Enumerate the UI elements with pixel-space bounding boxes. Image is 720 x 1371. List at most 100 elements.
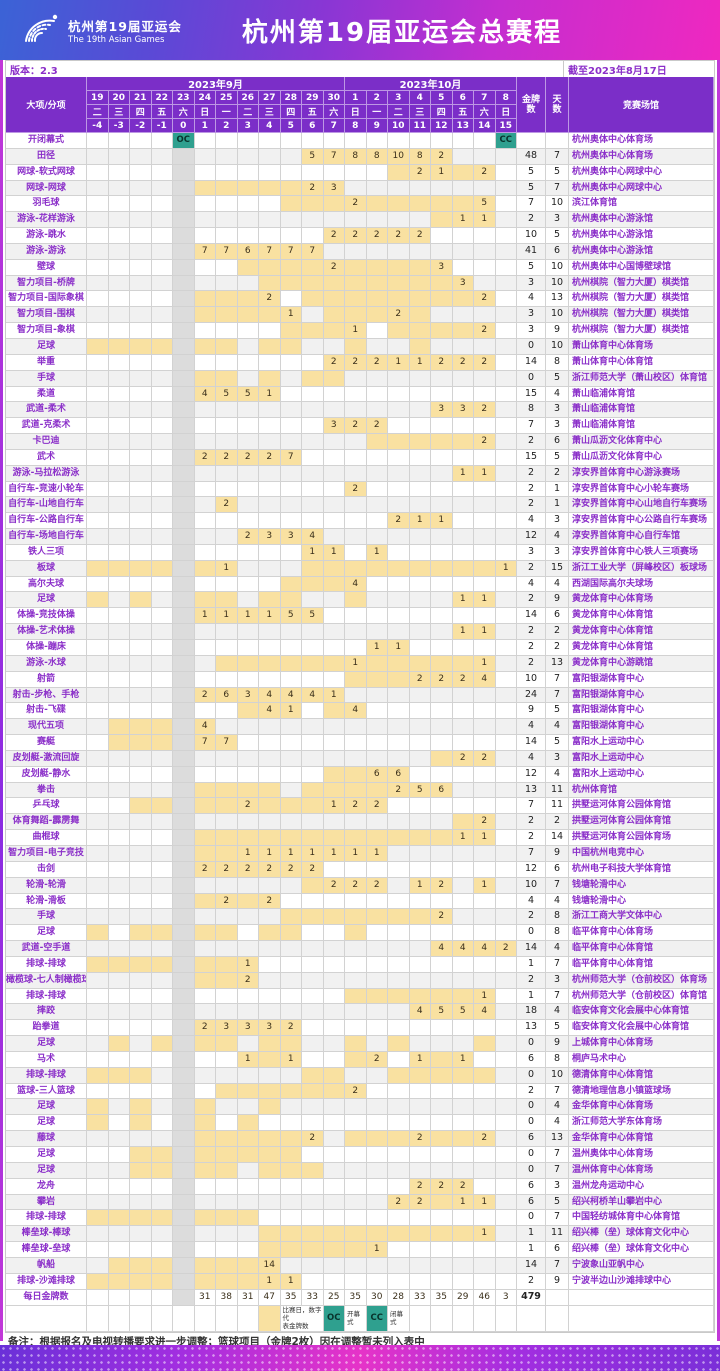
day-cell (474, 608, 496, 625)
day-cell (388, 1004, 410, 1021)
day-cell (216, 798, 238, 815)
day-cell (108, 814, 130, 831)
day-cell: 2 (345, 418, 367, 435)
day-cell (495, 1036, 517, 1052)
day-cell (108, 212, 130, 229)
day-cell (151, 735, 173, 751)
day-cell (173, 481, 195, 498)
day-cell: OC (173, 133, 195, 149)
venue-cell: 杭州奥体中心网球中心 (569, 164, 714, 181)
day-cell: 1 (302, 544, 324, 561)
day-cell (452, 148, 474, 165)
day-cell (87, 275, 109, 292)
sport-label: 乒乓球 (6, 798, 87, 815)
day-cell (87, 1036, 109, 1052)
day-cell (280, 1004, 302, 1021)
day-cell: 1 (452, 1051, 474, 1068)
day-cell (495, 988, 517, 1005)
days-count: 3 (546, 212, 569, 229)
day-cell (87, 1051, 109, 1068)
day-cell (259, 164, 281, 181)
day-cell (130, 766, 152, 783)
day-cell: 2 (237, 449, 259, 466)
table-row: 武术 2 2 2 2 7 15 5 萧山瓜沥文化体育中心 (6, 449, 714, 466)
days-count: 4 (546, 766, 569, 783)
date-header: 8 (495, 91, 517, 105)
sport-label: 网球-网球 (6, 180, 87, 197)
day-cell (323, 275, 345, 292)
day-cell (409, 830, 431, 846)
table-row: 排球-排球 0 7 中国轻纺城体育中心体育馆 (6, 1210, 714, 1227)
day-cell (259, 1083, 281, 1100)
day-cell (431, 1051, 453, 1068)
day-cell (259, 624, 281, 640)
days-count: 14 (546, 830, 569, 846)
day-cell (194, 465, 216, 482)
day-cell (388, 1099, 410, 1116)
day-cell (431, 830, 453, 846)
venue-cell: 拱墅运河体育公园体育馆 (569, 814, 714, 831)
day-cell (495, 228, 517, 244)
day-cell: 5 (280, 608, 302, 625)
day-cell (216, 1004, 238, 1021)
day-cell (130, 449, 152, 466)
day-cell (108, 972, 130, 989)
day-cell (237, 624, 259, 640)
day-cell (216, 465, 238, 482)
day-cell (237, 1067, 259, 1084)
day-cell (388, 814, 410, 831)
sport-label: 轮滑-轮滑 (6, 877, 87, 894)
day-cell (388, 988, 410, 1005)
sport-label: 田径 (6, 148, 87, 165)
day-cell (302, 386, 324, 403)
day-cell (431, 133, 453, 149)
day-cell (108, 133, 130, 149)
day-cell (280, 1036, 302, 1052)
sport-label: 赛艇 (6, 735, 87, 751)
day-cell (474, 576, 496, 593)
day-cell (345, 735, 367, 751)
day-cell (216, 418, 238, 435)
day-cell (259, 560, 281, 577)
day-cell (259, 576, 281, 593)
legend-blank-cell (87, 1305, 109, 1332)
days-count: 5 (546, 1020, 569, 1037)
day-cell (388, 180, 410, 197)
venue-cell: 杭州奥体中心网球中心 (569, 180, 714, 197)
gold-count: 0 (517, 1115, 546, 1132)
sport-label: 开闭幕式 (6, 133, 87, 149)
day-cell (194, 814, 216, 831)
day-cell (280, 798, 302, 815)
gold-count: 13 (517, 1020, 546, 1037)
day-cell (345, 1273, 367, 1290)
day-cell (495, 1051, 517, 1068)
day-cell (302, 1226, 324, 1243)
daily-venue-blank (569, 1289, 714, 1306)
day-cell (388, 338, 410, 355)
day-cell (173, 814, 195, 831)
day-cell (237, 1099, 259, 1116)
gold-count: 2 (517, 1083, 546, 1100)
day-cell (130, 624, 152, 640)
day-cell (151, 1067, 173, 1084)
day-cell (366, 497, 388, 514)
day-cell (302, 449, 324, 466)
day-cell (366, 259, 388, 276)
legend-days-blank (546, 1305, 569, 1332)
day-cell (302, 735, 324, 751)
sport-label: 举重 (6, 354, 87, 371)
day-index-header: -1 (151, 119, 173, 133)
day-cell: 1 (216, 608, 238, 625)
day-cell: 2 (452, 1178, 474, 1195)
day-cell (452, 370, 474, 387)
day-cell: 4 (474, 941, 496, 957)
day-cell (366, 608, 388, 625)
day-cell: 4 (194, 386, 216, 403)
venue-cell: 富阳银湖体育中心 (569, 703, 714, 720)
day-cell (173, 909, 195, 926)
day-cell (323, 608, 345, 625)
day-cell (259, 719, 281, 736)
day-cell (495, 893, 517, 910)
day-cell (173, 576, 195, 593)
day-cell: 1 (409, 513, 431, 530)
